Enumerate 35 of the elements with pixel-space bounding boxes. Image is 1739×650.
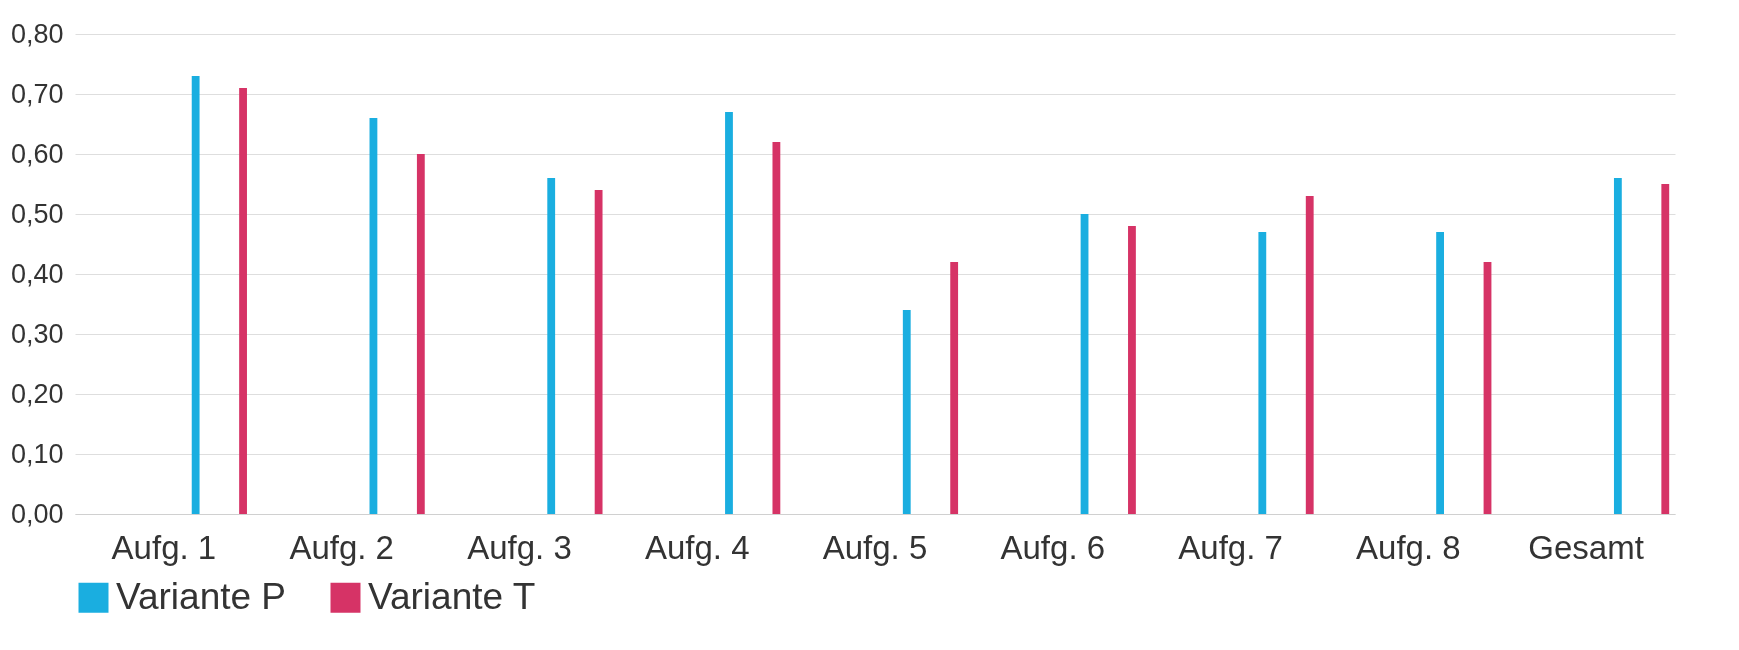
- y-tick-label: 0,40: [10, 258, 64, 289]
- bar: [416, 154, 425, 514]
- x-tick-label: Aufg. 5: [822, 528, 928, 566]
- bar: [594, 190, 603, 514]
- x-tick-label: Aufg. 3: [467, 528, 572, 566]
- legend-label: Variante T: [368, 575, 536, 617]
- x-tick-label: Aufg. 4: [644, 528, 750, 566]
- bar: [902, 310, 911, 514]
- y-tick-label: 0,20: [10, 378, 64, 409]
- bar: [1305, 196, 1314, 514]
- y-tick-label: 0,70: [10, 78, 64, 109]
- legend-label: Variante P: [116, 575, 287, 617]
- bar: [1128, 226, 1136, 514]
- bar: [191, 76, 200, 514]
- y-tick-label: 0,60: [10, 138, 64, 169]
- bar: [950, 262, 959, 514]
- y-tick-label: 0,10: [10, 438, 64, 469]
- bar: [239, 88, 247, 514]
- bar: [772, 142, 781, 514]
- x-tick-label: Aufg. 8: [1356, 528, 1461, 566]
- y-tick-label: 0,50: [10, 198, 64, 229]
- bar: [547, 178, 556, 514]
- bar: [1258, 232, 1267, 514]
- y-tick-label: 0,30: [10, 318, 64, 349]
- x-tick-label: Aufg. 6: [1000, 528, 1106, 566]
- x-tick-label: Aufg. 1: [111, 528, 217, 566]
- x-tick-label: Gesamt: [1528, 528, 1644, 566]
- y-tick-label: 0,00: [10, 498, 64, 529]
- x-tick-label: Aufg. 7: [1178, 528, 1283, 566]
- bar: [725, 112, 733, 514]
- bar: [1436, 232, 1445, 514]
- x-tick-label: Aufg. 2: [289, 528, 394, 566]
- bar: [1613, 178, 1622, 514]
- y-tick-label: 0,80: [10, 18, 64, 49]
- bar: [1661, 184, 1670, 514]
